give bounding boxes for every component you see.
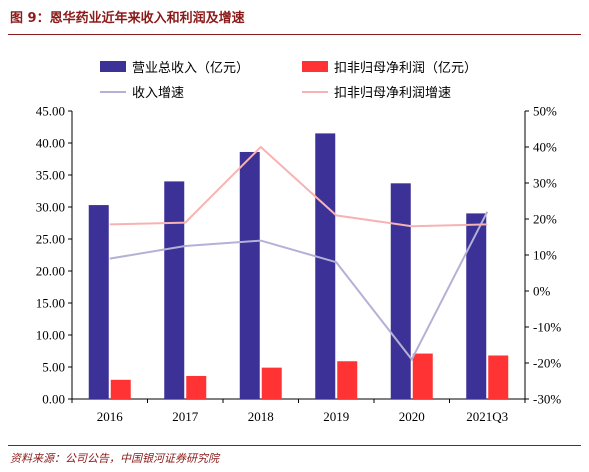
title-divider [8,34,581,35]
legend-profit-label: 扣非归母净利润（亿元） [334,61,477,76]
source-divider [8,445,581,446]
x-tick-label: 2019 [323,409,349,424]
revenue-bar [239,151,260,399]
profit-bar [337,361,358,399]
profit-growth-line [109,145,488,228]
left-tick-label: 25.00 [36,232,65,247]
right-tick-label: 30% [533,176,557,191]
chart: 0.00 5.00 10.00 15.00 20.00 25.00 30.00 35.00 40… [36,61,561,424]
profit-bar [488,355,509,399]
legend-revenue-growth-label: 收入增速 [132,86,184,101]
profit-bar [186,375,207,399]
left-tick-label: 30.00 [36,200,65,215]
legend-revenue-label: 营业总收入（亿元） [132,61,249,76]
right-tick-label: 40% [533,140,557,155]
revenue-bar [164,181,185,399]
left-tick-label: 45.00 [36,104,65,119]
legend-profit-growth-label: 扣非归母净利润增速 [334,86,451,101]
revenue-bar [466,213,487,399]
legend-revenue-swatch [100,61,126,72]
left-tick-label: 35.00 [36,168,65,183]
x-tick-label: 2020 [399,409,425,424]
left-tick-label: 5.00 [42,360,65,375]
right-tick-label: 50% [533,104,557,119]
revenue-growth-line [109,211,489,362]
right-tick-label: 20% [533,212,557,227]
left-tick-label: 0.00 [42,392,65,407]
revenue-bar [88,205,109,399]
x-tick-label: 2018 [248,409,274,424]
right-tick-label: 10% [533,248,557,263]
figure-title: 图 9：恩华药业近年来收入和利润及增速 [10,11,245,26]
profit-bar [110,379,131,399]
left-tick-label: 10.00 [36,328,65,343]
x-tick-label: 2021Q3 [466,409,508,424]
revenue-bar [315,133,336,399]
right-tick-label: -10% [533,320,561,335]
left-tick-label: 20.00 [36,264,65,279]
legend-profit-swatch [302,61,328,72]
left-tick-label: 40.00 [36,136,65,151]
x-tick-label: 2016 [97,409,124,424]
profit-bar [261,367,282,399]
revenue-bar [390,183,411,399]
x-tick-label: 2017 [172,409,199,424]
left-tick-label: 15.00 [36,296,65,311]
source-note: 资料来源：公司公告，中国银河证券研究院 [10,452,219,465]
right-tick-label: -20% [533,356,561,371]
right-tick-label: 0% [533,284,551,299]
profit-bar [412,353,433,399]
right-tick-label: -30% [533,392,561,407]
